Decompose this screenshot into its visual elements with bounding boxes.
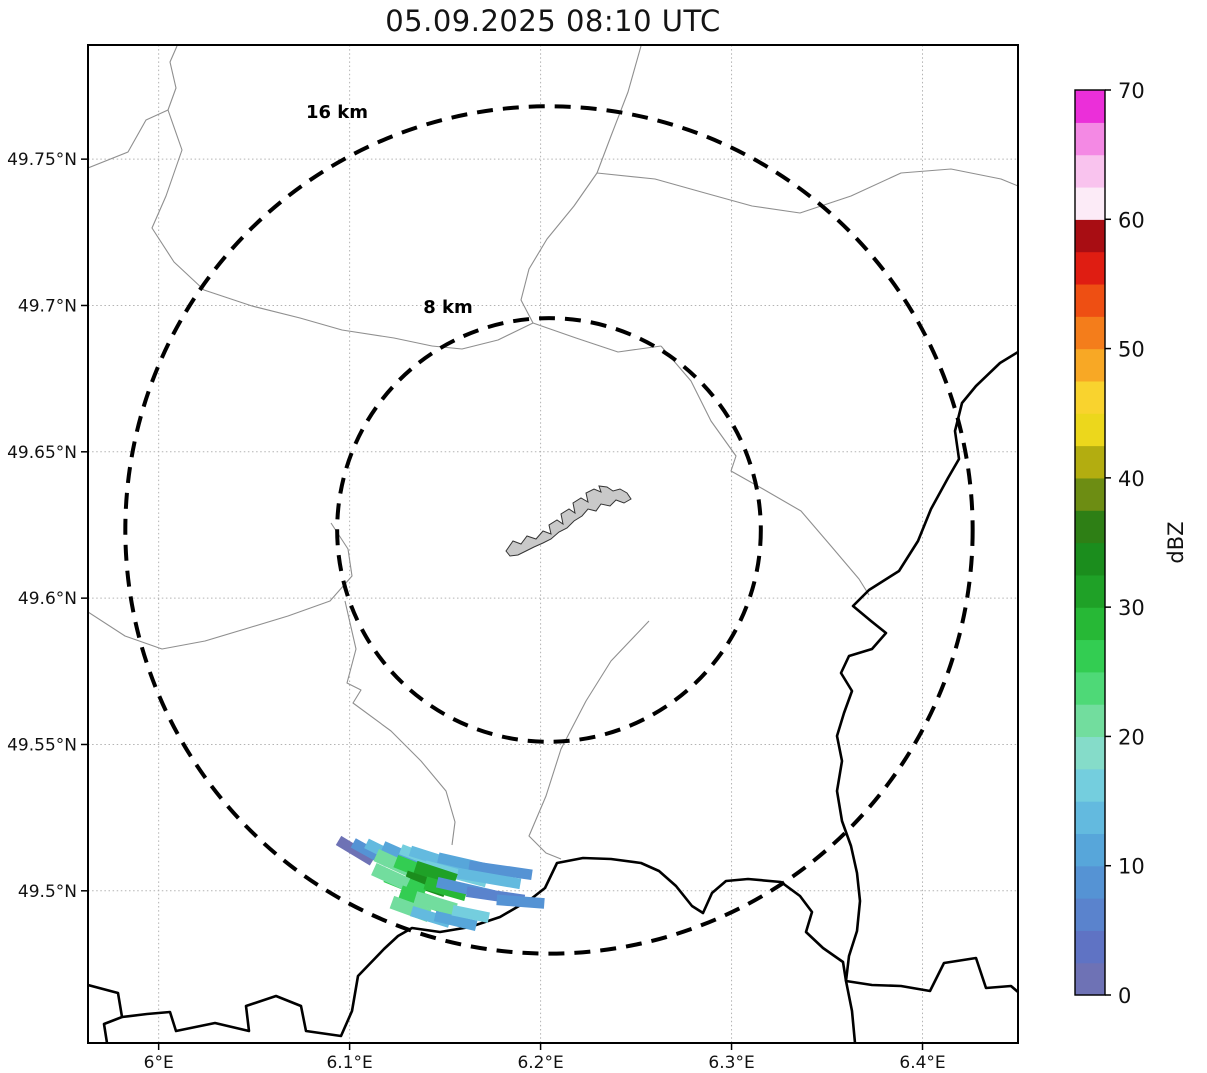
colorbar-band xyxy=(1075,768,1105,802)
range-rings xyxy=(123,104,975,956)
colorbar-band xyxy=(1075,445,1105,479)
x-tick-label: 6.4°E xyxy=(899,1053,945,1073)
colorbar-band xyxy=(1075,154,1105,188)
colorbar-band xyxy=(1075,380,1105,414)
colorbar-axis-label: dBZ xyxy=(1164,521,1188,563)
boundary-line xyxy=(344,600,456,846)
gridlines xyxy=(88,45,1018,1043)
country-border-line xyxy=(88,856,848,1038)
colorbar-band xyxy=(1075,671,1105,705)
boundary-line xyxy=(431,322,534,350)
x-tick-label: 6.2°E xyxy=(517,1053,563,1073)
colorbar-tick-label: 20 xyxy=(1118,725,1145,749)
y-tick-label: 49.55°N xyxy=(7,735,77,755)
colorbar-band xyxy=(1075,639,1105,673)
colorbar-band xyxy=(1075,607,1105,641)
colorbar-frame xyxy=(1074,89,1106,996)
y-tick-label: 49.75°N xyxy=(7,150,77,170)
colorbar-band xyxy=(1075,122,1105,156)
colorbar-tick-label: 10 xyxy=(1118,855,1145,879)
colorbar-band xyxy=(1075,801,1105,834)
range-ring-labels: 8 km 16 km xyxy=(304,100,475,320)
boundary-line xyxy=(151,109,433,347)
range-ring-label: 8 km xyxy=(423,297,473,318)
radar-echo-cell xyxy=(451,905,490,923)
admin-boundaries xyxy=(88,45,1018,860)
colorbar-band xyxy=(1075,219,1105,253)
colorbar: 0 10 20 30 40 50 60 70 dBZ xyxy=(1074,79,1188,1008)
colorbar-band xyxy=(1075,283,1105,317)
colorbar-band xyxy=(1075,542,1105,576)
radar-echo-cell xyxy=(335,835,376,866)
x-tick-label: 6°E xyxy=(144,1053,174,1073)
colorbar-band xyxy=(1075,704,1105,738)
colorbar-tick-label: 30 xyxy=(1118,596,1145,620)
boundary-line xyxy=(88,522,353,650)
colorbar-band xyxy=(1075,510,1105,544)
colorbar-band xyxy=(1075,865,1105,899)
radar-echo-cell xyxy=(468,860,533,881)
y-tick-label: 49.7°N xyxy=(18,296,77,316)
colorbar-band xyxy=(1075,574,1105,608)
airport-polygon xyxy=(505,485,632,557)
boundary-line xyxy=(532,322,662,353)
country-border-line xyxy=(845,956,1018,993)
colorbar-band xyxy=(1075,348,1105,382)
radar-echoes xyxy=(335,835,545,932)
colorbar-band xyxy=(1075,962,1105,996)
range-ring-label: 16 km xyxy=(306,102,368,123)
colorbar-tick-label: 50 xyxy=(1118,338,1145,362)
radar-echo-cell xyxy=(433,910,478,932)
radar-echo-cell xyxy=(413,891,458,917)
x-tick-label: 6.1°E xyxy=(326,1053,372,1073)
boundary-line xyxy=(88,45,178,169)
boundary-line xyxy=(660,345,870,596)
colorbar-band xyxy=(1075,316,1105,350)
colorbar-tick-label: 0 xyxy=(1118,984,1131,1008)
colorbar-band xyxy=(1075,898,1105,931)
country-borders xyxy=(88,350,1018,1043)
radar-echo-cell xyxy=(496,894,545,909)
x-tick-label: 6.3°E xyxy=(708,1053,754,1073)
boundary-line xyxy=(520,45,642,324)
colorbar-band xyxy=(1075,90,1105,123)
country-border-line xyxy=(835,350,1018,1043)
colorbar-band xyxy=(1075,413,1105,447)
colorbar-band xyxy=(1075,736,1105,770)
boundary-line xyxy=(596,168,1018,214)
axis-ticks xyxy=(81,158,924,1050)
colorbar-tick-label: 60 xyxy=(1118,208,1145,232)
colorbar-band xyxy=(1075,477,1105,511)
colorbar-tick-label: 70 xyxy=(1118,79,1145,103)
boundary-line xyxy=(528,620,650,860)
y-tick-label: 49.65°N xyxy=(7,443,77,463)
radar-echo-cell xyxy=(456,867,522,890)
range-ring xyxy=(335,316,763,744)
colorbar-band xyxy=(1075,251,1105,285)
colorbar-band xyxy=(1075,186,1105,220)
plot-frame xyxy=(87,44,1019,1044)
y-tick-label: 49.6°N xyxy=(18,589,77,609)
y-tick-label: 49.5°N xyxy=(18,882,77,902)
radar-echo-cell xyxy=(371,863,411,891)
colorbar-band xyxy=(1075,930,1105,964)
range-ring xyxy=(123,104,975,956)
colorbar-band xyxy=(1075,833,1105,867)
country-border-line xyxy=(102,1015,123,1043)
axis-tick-labels: 6°E 6.1°E 6.2°E 6.3°E 6.4°E 49.75°N 49.7°N 49.6… xyxy=(7,150,946,1073)
plot-title: 05.09.2025 08:10 UTC xyxy=(385,4,721,38)
colorbar-tick-label: 40 xyxy=(1118,467,1145,491)
